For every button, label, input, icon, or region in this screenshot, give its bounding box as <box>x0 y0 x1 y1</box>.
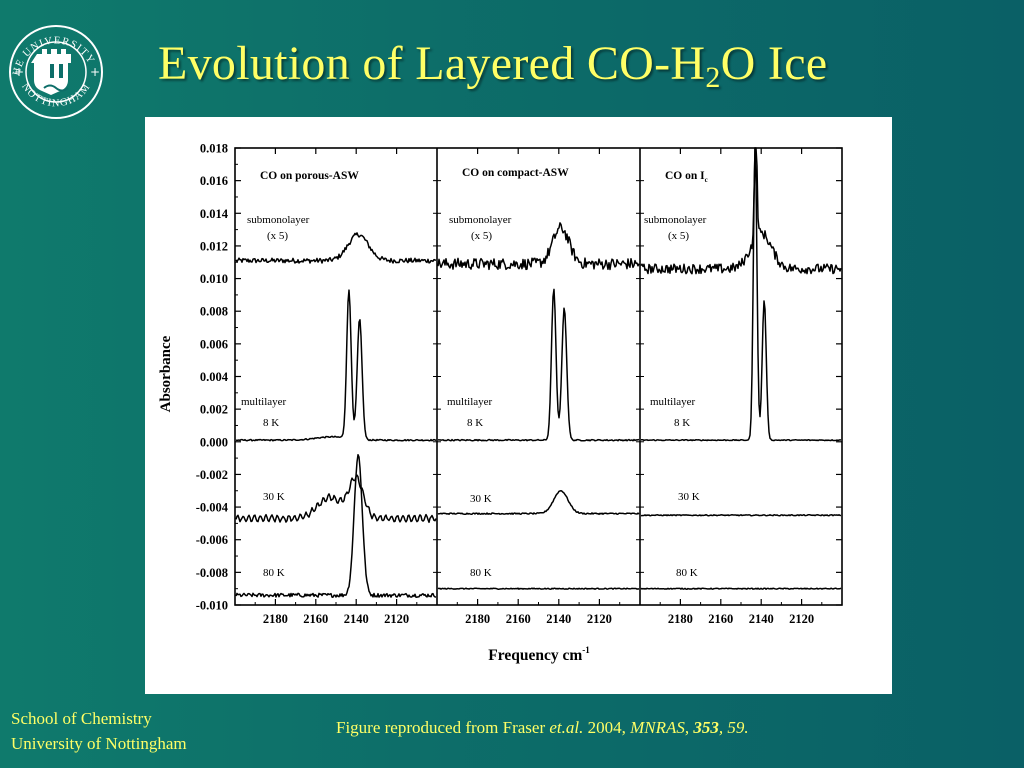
series-line-submonolayer <box>640 147 842 275</box>
x-tick-label: 2120 <box>789 612 814 626</box>
series-line-8-k <box>641 147 842 442</box>
x-tick-label: 2140 <box>749 612 774 626</box>
footer-institution: School of Chemistry University of Nottin… <box>11 706 187 756</box>
x-tick-label: 2180 <box>465 612 490 626</box>
panel-title-text: CO on porous-ASW <box>260 170 359 182</box>
caption-page: , 59. <box>718 718 749 737</box>
y-tick-label: 0.010 <box>200 272 228 286</box>
y-tick-label: 0.012 <box>200 239 228 253</box>
logo-inner-ring <box>25 41 87 103</box>
x-axis: 2180 2160 2140 2120 2180 2160 2140 2120 2180 2160… <box>254 148 823 626</box>
x-axis-label: Frequency cm-1 <box>488 645 590 664</box>
panel-annotation: 8 K <box>674 417 690 429</box>
y-tick-label: 0.016 <box>200 174 228 188</box>
panel-1: CO on porous-ASW submonolayer (x 5) multila… <box>235 170 437 598</box>
panel-annotation: 80 K <box>470 567 492 579</box>
y-tick-label: 0.002 <box>200 403 228 417</box>
absorbance-chart: 0.018 0.016 0.014 0.012 0.010 0.008 0.006 0.004… <box>158 142 843 664</box>
series-line-30-k <box>437 489 640 516</box>
series-line-80-k <box>437 587 640 590</box>
series-line-30-k <box>235 474 437 524</box>
panels: CO on porous-ASW submonolayer (x 5) multila… <box>235 147 842 598</box>
y-tick-label: 0.000 <box>200 435 228 449</box>
panel-annotation: multilayer <box>241 396 287 408</box>
panel-annotation: submonolayer <box>247 214 310 226</box>
panel-annotation: submonolayer <box>644 214 707 226</box>
series-line-submonolayer <box>235 232 437 264</box>
panel-annotation: submonolayer <box>449 214 512 226</box>
x-tick-label: 2160 <box>303 612 328 626</box>
panel-title: CO on porous-ASW <box>260 170 359 182</box>
svg-text:+: + <box>90 65 100 79</box>
panel-annotation: (x 5) <box>668 230 689 242</box>
panel-annotation: 80 K <box>263 567 285 579</box>
y-tick-label: 0.006 <box>200 337 228 351</box>
x-tick-label: 2140 <box>344 612 369 626</box>
slide-title: Evolution of Layered CO-H2O Ice <box>158 36 827 95</box>
series-line-8-k <box>437 288 640 442</box>
y-tick-label: -0.008 <box>196 566 228 580</box>
x-tick-label: 2120 <box>384 612 409 626</box>
y-tick-label: -0.004 <box>196 501 229 515</box>
x-tick-label: 2160 <box>708 612 733 626</box>
footer-university: University of Nottingham <box>11 734 187 753</box>
title-main-text: Evolution of Layered CO-H <box>158 37 706 90</box>
x-tick-label: 2120 <box>587 612 612 626</box>
panel-title: CO on compact-ASW <box>462 167 569 179</box>
y-tick-label: 0.014 <box>200 207 229 221</box>
panel-annotation: multilayer <box>650 396 696 408</box>
caption-etal: et.al. <box>549 718 584 737</box>
footer-school: School of Chemistry <box>11 709 152 728</box>
y-tick-label: 0.004 <box>200 370 229 384</box>
panel-title-subscript: c <box>705 176 708 184</box>
panel-annotation: 8 K <box>467 417 483 429</box>
y-axis-label: Absorbance <box>158 335 174 412</box>
castle-shield-icon <box>31 49 71 95</box>
series-line-submonolayer <box>437 222 640 271</box>
panel-annotation: (x 5) <box>471 230 492 242</box>
panel-annotation: 80 K <box>676 567 698 579</box>
panel-3: CO on Ic submonolayer (x 5) multilayer 8 K 30… <box>640 147 842 590</box>
y-tick-label: -0.006 <box>196 533 228 547</box>
title-end-text: O Ice <box>720 37 828 90</box>
caption-year: 2004, <box>583 718 631 737</box>
x-tick-label: 2140 <box>546 612 571 626</box>
series-line-8-k <box>235 289 437 442</box>
caption-text: Figure reproduced from Fraser <box>336 718 550 737</box>
caption-journal: MNRAS, <box>630 718 690 737</box>
panel-title-text: CO on compact-ASW <box>462 167 569 179</box>
caption-volume: 353 <box>693 718 719 737</box>
university-logo: THE UNIVERSITY OF NOTTINGHAM + + <box>2 0 106 134</box>
y-tick-label: -0.010 <box>196 599 228 613</box>
x-tick-label: 2180 <box>668 612 693 626</box>
y-tick-label: -0.002 <box>196 468 228 482</box>
series-line-80-k <box>640 587 842 590</box>
panel-annotation: 30 K <box>263 491 285 503</box>
x-tick-label: 2180 <box>263 612 288 626</box>
series-line-80-k <box>235 453 437 598</box>
panel-annotation: 30 K <box>470 493 492 505</box>
y-axis: 0.018 0.016 0.014 0.012 0.010 0.008 0.006 0.004… <box>196 142 842 613</box>
svg-text:+: + <box>14 65 24 79</box>
y-tick-label: 0.018 <box>200 142 228 156</box>
panel-2: CO on compact-ASW submonolayer (x 5) multil… <box>437 167 640 590</box>
panel-title-text: CO on I <box>665 170 705 182</box>
spectra-figure: 0.018 0.016 0.014 0.012 0.010 0.008 0.006 0.004… <box>145 117 892 694</box>
panel-annotation: multilayer <box>447 396 493 408</box>
series-line-30-k <box>641 513 842 517</box>
logo-outer-ring <box>9 25 103 119</box>
plot-border <box>234 147 843 606</box>
y-tick-label: 0.008 <box>200 305 228 319</box>
figure-caption: Figure reproduced from Fraser et.al. 200… <box>336 718 749 738</box>
panel-title: CO on Ic <box>665 170 708 184</box>
title-subscript: 2 <box>705 61 721 94</box>
x-axis-label-text: Frequency cm <box>488 647 582 664</box>
panel-annotation: (x 5) <box>267 230 288 242</box>
panel-annotation: 8 K <box>263 417 279 429</box>
panel-annotation: 30 K <box>678 491 700 503</box>
x-tick-label: 2160 <box>506 612 531 626</box>
x-axis-label-sup: -1 <box>582 645 590 655</box>
plot-frame <box>234 147 843 606</box>
